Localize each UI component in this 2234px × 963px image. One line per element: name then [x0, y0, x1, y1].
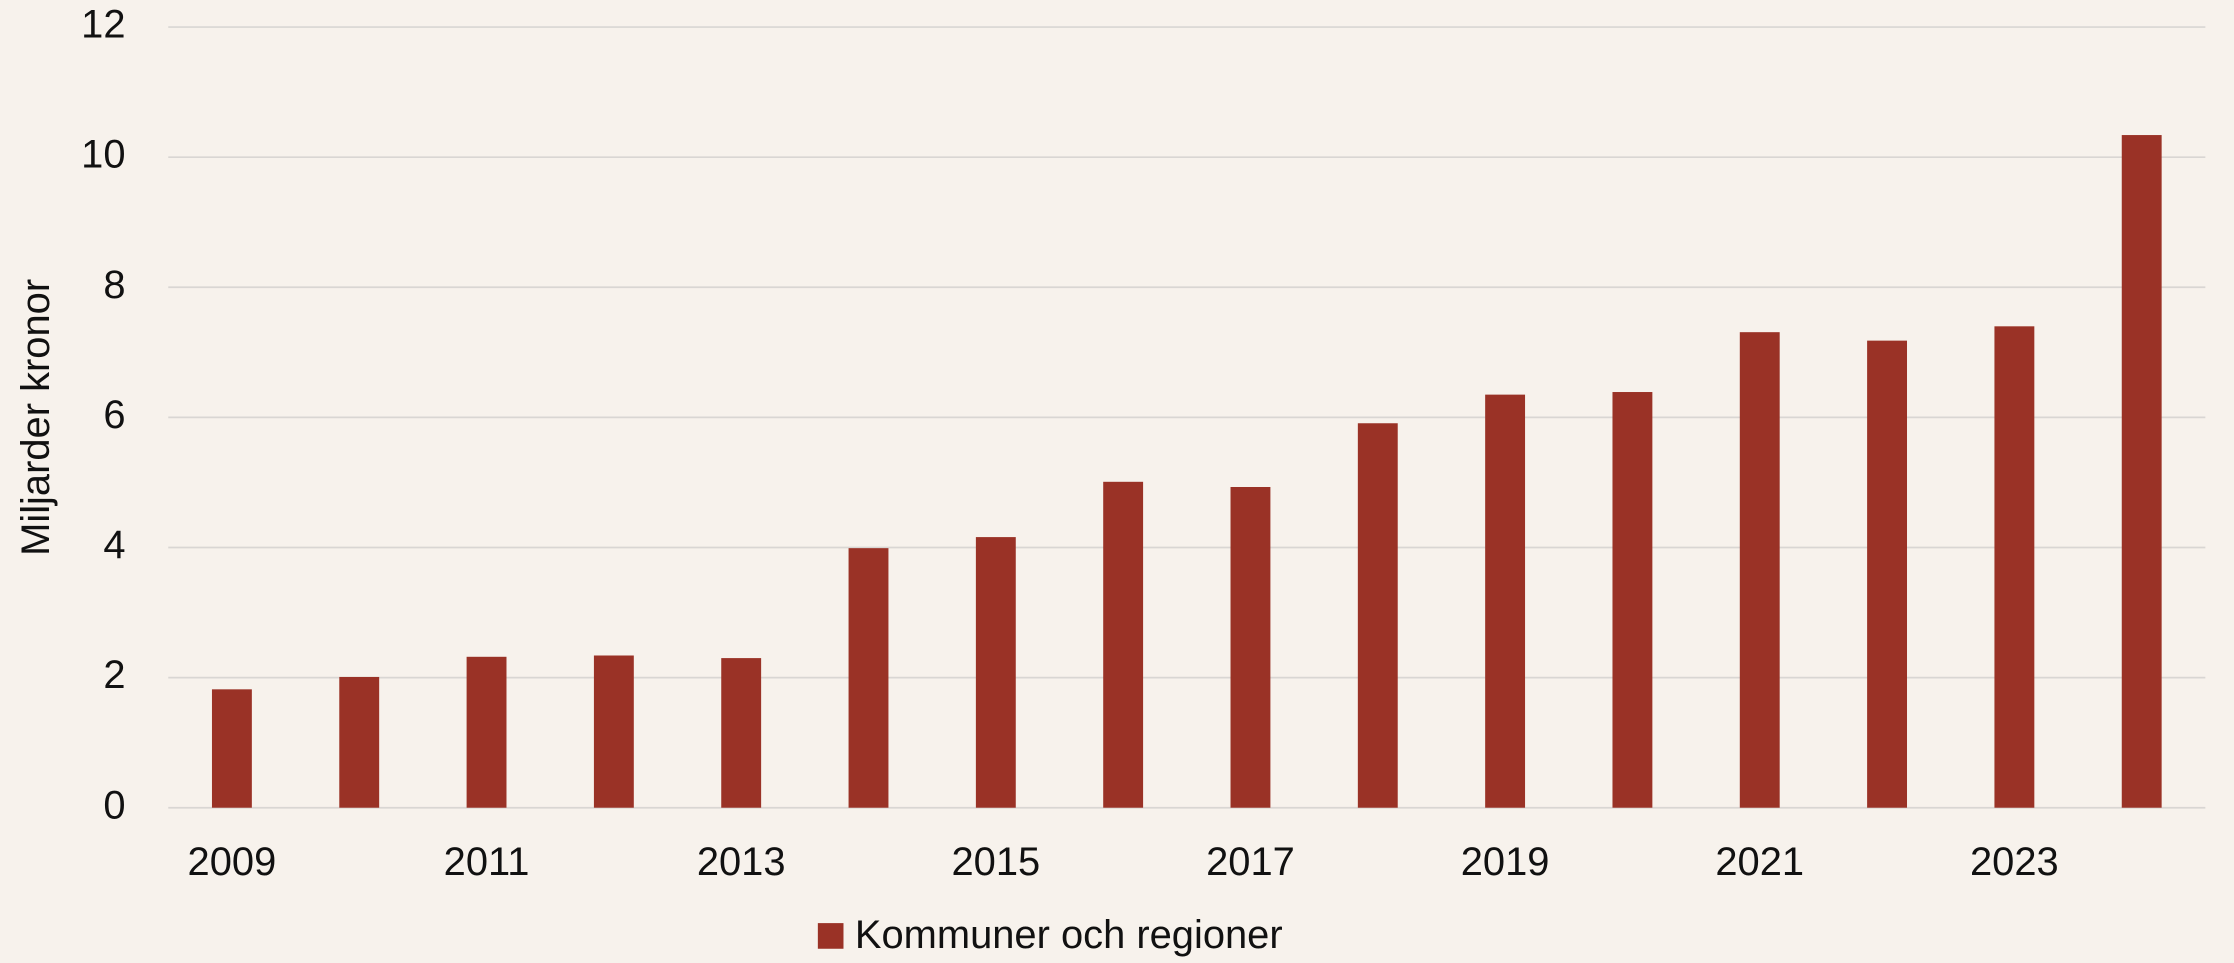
bar	[2121, 135, 2162, 808]
bar	[848, 548, 889, 808]
y-tick-label: 2	[103, 653, 125, 697]
bar	[1867, 340, 1908, 808]
x-tick-label: 2021	[1715, 840, 1804, 884]
bar	[1612, 392, 1653, 808]
y-tick-label: 6	[103, 393, 125, 437]
y-tick-label: 4	[103, 523, 125, 567]
x-tick-label: 2019	[1461, 840, 1550, 884]
bar	[975, 537, 1016, 808]
y-axis-label: Miljarder kronor	[14, 279, 58, 556]
bar	[1739, 332, 1780, 808]
bar	[1230, 487, 1271, 808]
bar	[1994, 326, 2035, 808]
bar	[593, 655, 634, 808]
legend-label: Kommuner och regioner	[855, 913, 1283, 957]
bar	[211, 689, 252, 808]
x-tick-label: 2011	[444, 840, 530, 884]
y-tick-label: 10	[81, 133, 125, 177]
bar	[1357, 423, 1398, 808]
x-tick-label: 2017	[1206, 840, 1295, 884]
bar	[339, 676, 380, 808]
x-tick-label: 2015	[951, 840, 1040, 884]
x-tick-label: 2013	[697, 840, 786, 884]
x-tick-label: 2009	[188, 840, 277, 884]
bar	[1485, 394, 1526, 808]
x-tick-label: 2023	[1970, 840, 2059, 884]
legend-swatch	[817, 923, 844, 949]
bar	[1103, 481, 1144, 808]
y-tick-label: 12	[81, 3, 125, 47]
bar	[721, 658, 762, 808]
bar	[466, 656, 507, 808]
y-tick-label: 0	[103, 783, 125, 827]
y-tick-label: 8	[103, 263, 125, 307]
